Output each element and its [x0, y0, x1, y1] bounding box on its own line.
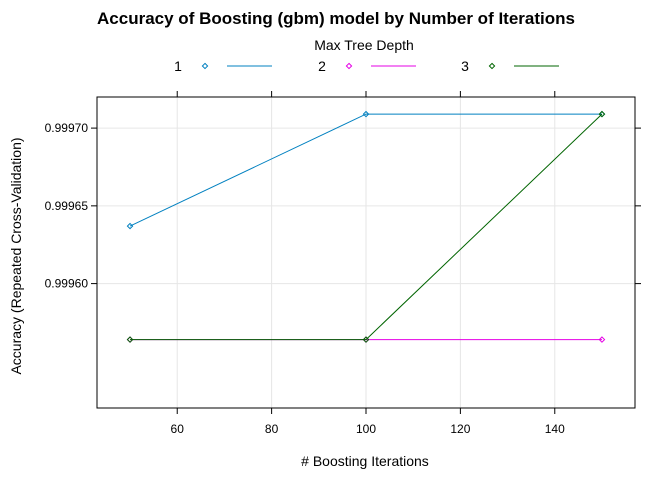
x-tick-label: 140	[545, 422, 565, 436]
y-tick-label: 0.99960	[45, 277, 89, 291]
legend-label: 1	[174, 58, 182, 74]
series-3	[126, 110, 606, 343]
y-axis-label: Accuracy (Repeated Cross-Validation)	[8, 137, 24, 374]
data-point	[362, 336, 370, 343]
data-point	[362, 110, 370, 118]
chart-title: Accuracy of Boosting (gbm) model by Numb…	[97, 9, 575, 28]
x-tick-label: 120	[450, 422, 470, 436]
legend: 1 2 3	[174, 58, 559, 74]
y-tick-label: 0.99970	[45, 121, 89, 135]
legend-marker	[201, 62, 209, 70]
series-line	[129, 113, 602, 227]
x-tick-label: 100	[356, 422, 376, 436]
data-point	[598, 336, 606, 343]
series-line	[130, 113, 603, 341]
legend-title: Max Tree Depth	[314, 37, 414, 53]
data-point	[126, 336, 134, 343]
x-axis-label: # Boosting Iterations	[301, 453, 429, 469]
legend-item-2: 2	[318, 58, 416, 74]
legend-marker	[345, 62, 353, 70]
data-point	[598, 110, 606, 118]
legend-label: 3	[461, 58, 469, 74]
grid	[97, 97, 635, 408]
series-layer	[126, 110, 606, 343]
data-point	[126, 222, 134, 230]
legend-item-1: 1	[174, 58, 272, 74]
x-tick-label: 80	[265, 422, 279, 436]
legend-label: 2	[318, 58, 326, 74]
x-tick-label: 60	[171, 422, 185, 436]
legend-marker	[488, 62, 496, 70]
axis-ticks: 60 80 100 120 140 0.99960 0.99965 0.99970	[45, 91, 641, 436]
y-tick-label: 0.99965	[45, 199, 89, 213]
legend-item-3: 3	[461, 58, 559, 74]
